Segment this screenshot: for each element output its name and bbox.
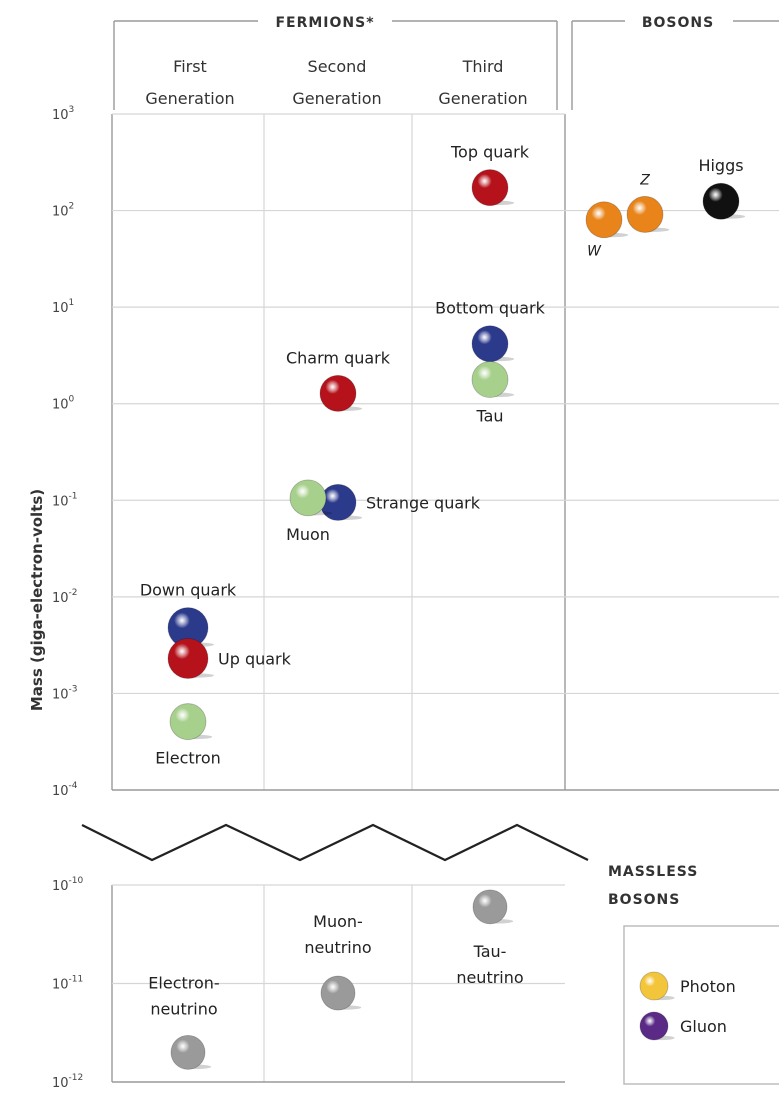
y-axis-label: Mass (giga-electron-volts) <box>28 489 46 711</box>
up-quark-label: Up quark <box>218 649 292 668</box>
bottom-quark-point <box>471 325 515 363</box>
gen1-header-line1: First <box>173 57 207 76</box>
y-tick-upper-1: 102 <box>52 202 74 220</box>
electron-point <box>169 703 213 740</box>
gen3-header-line2: Generation <box>438 89 527 108</box>
gluon-point <box>639 1011 675 1041</box>
tau-neutrino-label-line2: neutrino <box>456 968 523 987</box>
w-label: W <box>587 244 602 260</box>
photon-point <box>639 971 675 1001</box>
y-tick-upper-7: 10-4 <box>52 781 78 799</box>
tau-neutrino-point <box>472 889 514 925</box>
y-tick-lower-0: 10-10 <box>52 876 84 894</box>
massless-title-line1: MASSLESS <box>608 864 698 880</box>
electron-label: Electron <box>155 749 221 768</box>
z-label: Z <box>639 172 650 188</box>
y-tick-upper-6: 10-3 <box>52 684 78 702</box>
top-quark-label: Top quark <box>450 143 530 162</box>
y-tick-labels: 103 102 101 100 10-1 10-2 10-3 10-4 10-10 10-11 10… <box>52 105 84 1091</box>
down-quark-label: Down quark <box>140 581 237 600</box>
particle-points: Down quark Up quark Electron Charm quark Str… <box>140 143 746 1070</box>
y-tick-lower-1: 10-11 <box>52 975 83 993</box>
generation-headers: First Generation Second Generation Third… <box>145 57 527 108</box>
tau-label: Tau <box>475 407 503 426</box>
strange-quark-label: Strange quark <box>366 493 481 512</box>
bottom-quark-label: Bottom quark <box>435 299 545 318</box>
muon-neutrino-label-line2: neutrino <box>304 938 371 957</box>
muon-point <box>289 479 333 517</box>
tau-point <box>471 361 515 398</box>
higgs-label: Higgs <box>698 156 743 175</box>
bosons-header: BOSONS <box>642 15 714 31</box>
tau-neutrino-label-line1: Tau- <box>473 942 507 961</box>
electron-neutrino-label-line1: Electron- <box>148 973 219 992</box>
y-tick-upper-3: 100 <box>52 395 75 413</box>
y-tick-upper-2: 101 <box>52 298 74 316</box>
massless-title-line2: BOSONS <box>608 892 680 908</box>
up-quark-point <box>167 638 214 679</box>
gen3-header-line1: Third <box>462 57 504 76</box>
charm-quark-point <box>319 374 363 412</box>
massless-bosons-panel: MASSLESS BOSONS Photon Gluon <box>608 864 779 1085</box>
gen2-header-line2: Generation <box>292 89 381 108</box>
z-point <box>626 196 670 233</box>
y-tick-upper-4: 10-1 <box>52 491 78 509</box>
photon-label: Photon <box>680 977 736 996</box>
charm-quark-label: Charm quark <box>286 348 391 367</box>
electron-neutrino-point <box>170 1034 212 1070</box>
strange-quark-point <box>319 484 363 521</box>
gen1-header-line2: Generation <box>145 89 234 108</box>
muon-neutrino-point <box>320 975 362 1011</box>
w-point <box>585 201 629 239</box>
muon-neutrino-label-line1: Muon- <box>313 912 363 931</box>
header-brackets: FERMIONS* BOSONS <box>113 15 779 110</box>
y-tick-upper-0: 103 <box>52 105 74 123</box>
fermions-header: FERMIONS* <box>275 15 374 31</box>
massless-box <box>623 925 779 1085</box>
y-tick-upper-5: 10-2 <box>52 588 78 606</box>
y-tick-lower-2: 10-12 <box>52 1073 83 1091</box>
grid <box>111 113 779 1083</box>
gluon-label: Gluon <box>680 1017 727 1036</box>
muon-label: Muon <box>286 525 330 544</box>
electron-neutrino-label-line2: neutrino <box>150 999 217 1018</box>
gen2-header-line1: Second <box>308 57 367 76</box>
higgs-point <box>702 182 746 220</box>
axis-break-zigzag <box>81 823 589 862</box>
top-quark-point <box>471 169 515 206</box>
